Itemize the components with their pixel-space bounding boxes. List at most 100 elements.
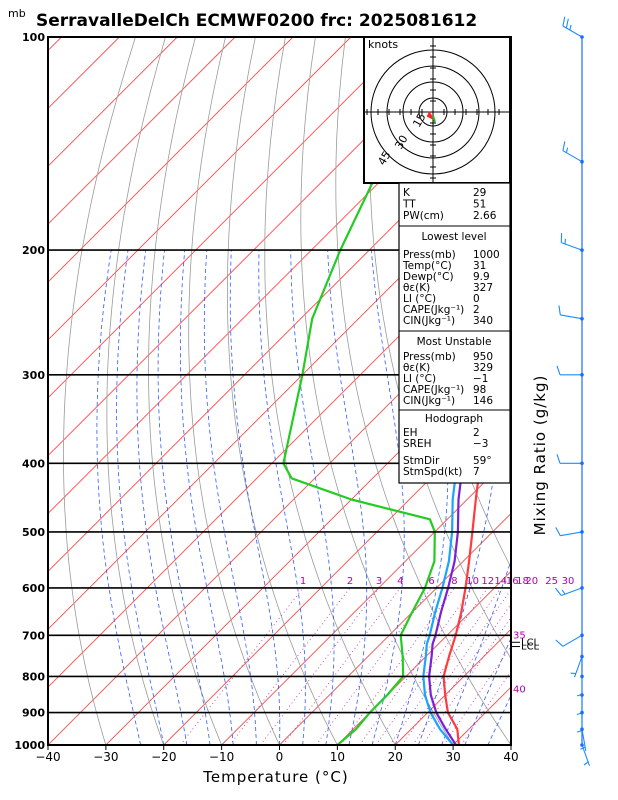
index-key: PW(cm) [403, 210, 444, 222]
mixing-ratio-label: 8 [451, 576, 457, 587]
wind-barb-dot [580, 633, 584, 638]
dry-adiabat-line [226, 37, 338, 745]
most-unstable-key: θε(K) [403, 362, 430, 374]
x-axis-title: Temperature (°C) [202, 768, 348, 786]
dry-adiabat-line [300, 37, 454, 745]
moist-adiabat-line [510, 744, 511, 745]
moist-adiabat-line [180, 250, 234, 745]
dry-adiabat-line [585, 37, 618, 745]
pressure-tick-label: 500 [22, 526, 45, 539]
wind-barb-dot [580, 461, 584, 466]
lowest-level-value: 1000 [473, 249, 500, 261]
isotherm-line [48, 37, 236, 225]
wind-barb [555, 527, 583, 537]
moist-adiabat-line [157, 250, 211, 745]
lowest-level-key: LI (°C) [403, 293, 436, 305]
mixing-ratio-label: 2 [347, 576, 353, 587]
isotherm-line [48, 37, 294, 283]
hodograph-ring-30: 30 [392, 133, 410, 152]
isotherm-line [48, 37, 467, 457]
wind-barb [554, 587, 583, 597]
hodograph-panel-key: EH [403, 427, 418, 439]
moist-adiabat-line [203, 250, 257, 745]
moist-adiabat-line [229, 250, 281, 745]
mixing-ratio-label: 16 [506, 576, 519, 587]
indices-panel: K 29 TT 51 PW(cm) 2.66 Lowest level Press(mb) 10… [398, 182, 511, 484]
lowest-level-key: CAPE(Jkg⁻¹) [403, 304, 464, 316]
pressure-tick-label: 300 [22, 369, 45, 382]
pressure-tick-label: 1000 [14, 739, 45, 752]
temperature-tick-label: −30 [93, 750, 118, 764]
mixing-ratio-label-35: 35 [513, 630, 526, 641]
dry-adiabat-line [369, 37, 511, 660]
hodograph-ring-15: 15 [410, 111, 428, 130]
moist-adiabat-line [136, 250, 188, 745]
wind-barb [556, 365, 582, 376]
mixing-ratio-label: 25 [545, 576, 558, 587]
moist-adiabat-line [327, 250, 368, 745]
mixing-ratio-line [443, 645, 511, 745]
index-key: K [403, 187, 411, 199]
isotherm-line [48, 37, 410, 399]
moist-adiabat-line [371, 250, 405, 745]
mixing-ratio-label: 10 [466, 576, 479, 587]
pressure-tick-label: 200 [22, 244, 45, 257]
isotherm-line [337, 570, 511, 745]
lcl-label: LCL [521, 637, 540, 648]
temperature-tick-label: 20 [388, 750, 403, 764]
pressure-tick-label: 900 [22, 707, 45, 720]
lowest-level-key: θε(K) [403, 282, 430, 294]
dry-adiabat-line [264, 37, 396, 745]
wind-barb-dot [580, 316, 584, 321]
wind-barb [562, 16, 583, 38]
mixing-ratio-label: 3 [376, 576, 382, 587]
dry-adiabat-line [148, 37, 222, 745]
hodograph-trace [426, 111, 435, 121]
lowest-level-value: 2 [473, 304, 480, 316]
mixing-ratio-label: 4 [397, 576, 403, 587]
most-unstable-value: 146 [473, 395, 493, 407]
lowest-level-value: 0 [473, 293, 480, 305]
wind-barb-dot [580, 654, 584, 659]
pressure-tick-label: 100 [22, 31, 45, 44]
mixing-ratio-line [460, 670, 511, 745]
index-value: 51 [473, 199, 486, 211]
dry-adiabat-line [63, 37, 136, 745]
most-unstable-key: LI (°C) [403, 373, 436, 385]
lowest-level-key: Temp(°C) [402, 260, 452, 272]
mixing-ratio-line [229, 587, 351, 745]
wind-barb [555, 634, 583, 647]
isotherm-line [48, 223, 511, 688]
mixing-ratio-label: 1 [300, 576, 306, 587]
wind-barb-dot [580, 693, 584, 697]
pressure-tick-label: 600 [22, 582, 45, 595]
wind-barb [581, 744, 591, 766]
mixing-ratio-label: 12 [481, 576, 494, 587]
mixing-ratio-line [412, 603, 511, 745]
index-key: TT [402, 199, 416, 211]
lowest-level-key: Dewp(°C) [403, 271, 454, 283]
wind-barb-dot [580, 586, 584, 590]
hodograph-panel-value: −3 [473, 438, 488, 450]
wind-barb [576, 712, 583, 735]
wind-barb-dot [580, 727, 584, 731]
moist-adiabat-line [96, 250, 141, 745]
hodograph-panel-value: 7 [473, 466, 480, 478]
most-unstable-key: CAPE(Jkg⁻¹) [403, 384, 464, 396]
dry-adiabat-line [335, 37, 511, 745]
most-unstable-key: CIN(Jkg⁻¹) [403, 395, 455, 407]
pressure-tick-label: 400 [22, 457, 45, 470]
mixing-ratio-label: 14 [494, 576, 507, 587]
most-unstable-title: Most Unstable [417, 336, 492, 348]
dewpoint-profile-line [282, 37, 457, 745]
mixing-ratio-label: 18 [516, 576, 529, 587]
wind-barb-dot [580, 743, 584, 747]
lcl-label-2: LCL [521, 642, 540, 653]
mixing-ratio-line [359, 587, 473, 745]
wind-barb [558, 305, 583, 320]
lowest-level-key: Press(mb) [403, 249, 456, 261]
lowest-level-value: 340 [473, 315, 493, 327]
most-unstable-value: 329 [473, 362, 493, 374]
mixing-ratio-line [260, 587, 380, 745]
